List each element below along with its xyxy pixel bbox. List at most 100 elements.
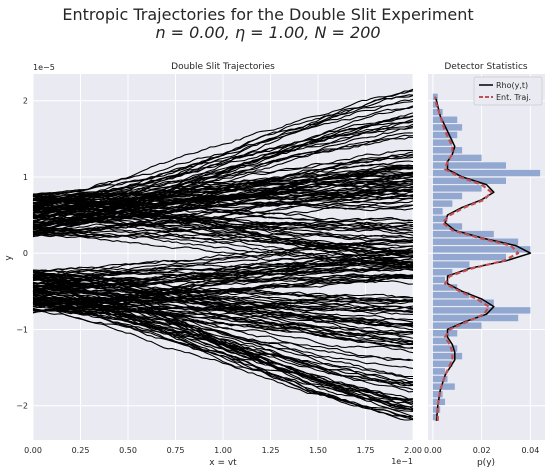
histogram-bar: [432, 368, 446, 375]
trajectory-line: [32, 241, 414, 275]
legend-ent-label: Ent. Traj.: [496, 93, 531, 102]
detector-panel: Detector Statistics 0.00 0.02 0.04 p(y) Rh…: [424, 62, 545, 468]
trajectory-line: [32, 290, 414, 347]
histogram-bar: [432, 276, 446, 284]
histogram-bar: [432, 330, 458, 337]
histogram-bar: [432, 406, 441, 413]
trajectory-lines: [32, 88, 414, 421]
trajectory-line: [32, 118, 414, 206]
trajectory-line: [32, 212, 414, 230]
trajectory-y-ticks: −2 −1 0 1 2: [16, 97, 28, 411]
trajectory-line: [32, 164, 414, 213]
trajectory-line: [32, 214, 414, 232]
histogram-bar: [432, 93, 438, 101]
trajectory-line: [32, 286, 414, 316]
histogram-bar: [432, 345, 458, 352]
trajectory-y-label: y: [4, 255, 14, 261]
histogram-bar: [432, 223, 463, 230]
trajectory-y-tick-label: 1: [23, 173, 28, 182]
trajectory-x-tick-label: 1.00: [214, 446, 232, 455]
trajectory-line: [32, 308, 414, 421]
trajectory-line: [32, 270, 414, 411]
trajectory-x-tick-label: 0.25: [72, 446, 90, 455]
trajectory-line: [32, 295, 414, 417]
histogram-bar: [432, 116, 458, 123]
trajectory-line: [32, 106, 414, 197]
trajectory-line: [32, 284, 414, 344]
trajectory-x-tick-label: 2.00: [404, 446, 422, 455]
trajectory-x-label: x = vt: [209, 458, 237, 468]
histogram-bar: [432, 253, 506, 261]
trajectory-line: [32, 185, 414, 214]
detector-x-label: p(y): [477, 458, 495, 468]
detector-panel-title: Detector Statistics: [444, 62, 528, 72]
histogram-bar: [432, 101, 438, 108]
histogram-bar: [432, 230, 494, 238]
trajectory-line: [33, 167, 414, 229]
trajectory-y-tick-label: −1: [16, 325, 28, 334]
trajectory-line: [32, 188, 414, 225]
histogram-bar: [432, 108, 443, 116]
histogram-bar: [432, 383, 455, 390]
histogram-bar: [432, 307, 531, 314]
histogram-bar: [432, 169, 541, 177]
histogram-bar: [432, 208, 443, 215]
histogram-bar: [432, 139, 453, 146]
trajectory-line: [32, 261, 414, 276]
trajectory-line: [32, 95, 414, 233]
histogram-bar: [432, 124, 463, 131]
trajectory-line: [32, 274, 414, 285]
trajectory-x-ticks: 0.00 0.25 0.50 0.75 1.00 1.25 1.50 1.75 2.00: [24, 446, 422, 455]
trajectory-x-tick-label: 0.75: [167, 446, 185, 455]
trajectory-x-tick-label: 0.00: [24, 446, 42, 455]
trajectory-line: [32, 296, 414, 406]
histogram-bar: [432, 246, 531, 253]
trajectory-line: [32, 251, 414, 308]
trajectory-line: [32, 299, 414, 387]
trajectory-line: [32, 196, 414, 258]
histogram-bar: [432, 413, 438, 421]
histogram-bar: [432, 238, 519, 245]
trajectory-y-tick-label: 2: [23, 97, 28, 106]
histogram-bar: [432, 215, 448, 223]
trajectory-line: [32, 274, 414, 331]
trajectory-line: [32, 277, 414, 412]
histogram-bar: [432, 200, 453, 207]
trajectory-line: [32, 231, 414, 239]
histogram-bar: [432, 131, 458, 139]
trajectory-line: [32, 200, 414, 238]
histogram-bar: [432, 375, 448, 383]
detector-legend: Rho(y,t) Ent. Traj.: [473, 76, 543, 106]
trajectory-line: [32, 233, 414, 269]
histogram-bar: [432, 391, 443, 398]
trajectory-line: [32, 290, 414, 313]
trajectory-panel: Double Slit Trajectories 0.00 0.25 0.50 0.7…: [4, 62, 422, 468]
histogram-bar: [432, 284, 458, 291]
trajectory-line: [32, 177, 414, 219]
histogram-bar: [432, 185, 482, 192]
trajectory-line: [32, 302, 414, 408]
legend-rho-label: Rho(y,t): [496, 81, 528, 90]
detector-x-ticks: 0.00 0.02 0.04: [424, 446, 539, 455]
trajectory-x-tick-label: 1.75: [357, 446, 375, 455]
trajectory-line: [33, 191, 414, 224]
trajectory-line: [32, 101, 414, 207]
detector-x-tick-label: 0.02: [473, 446, 491, 455]
trajectory-x-scale-label: 1e−1: [391, 457, 413, 466]
trajectory-y-tick-label: 0: [23, 249, 28, 258]
histogram-bar: [432, 154, 482, 162]
trajectory-line: [32, 156, 414, 226]
histogram-bar: [432, 352, 463, 360]
trajectory-line: [32, 249, 414, 297]
histogram-bar: [432, 299, 494, 306]
trajectory-line: [32, 272, 414, 339]
trajectory-line: [32, 274, 414, 342]
trajectory-x-tick-label: 0.50: [119, 446, 137, 455]
trajectory-line: [32, 298, 414, 369]
histogram-bar: [432, 360, 453, 367]
detector-lines: [434, 96, 532, 421]
trajectory-line: [32, 273, 414, 306]
detector-x-tick-label: 0.00: [424, 446, 442, 455]
trajectory-y-tick-label: −2: [16, 402, 28, 411]
